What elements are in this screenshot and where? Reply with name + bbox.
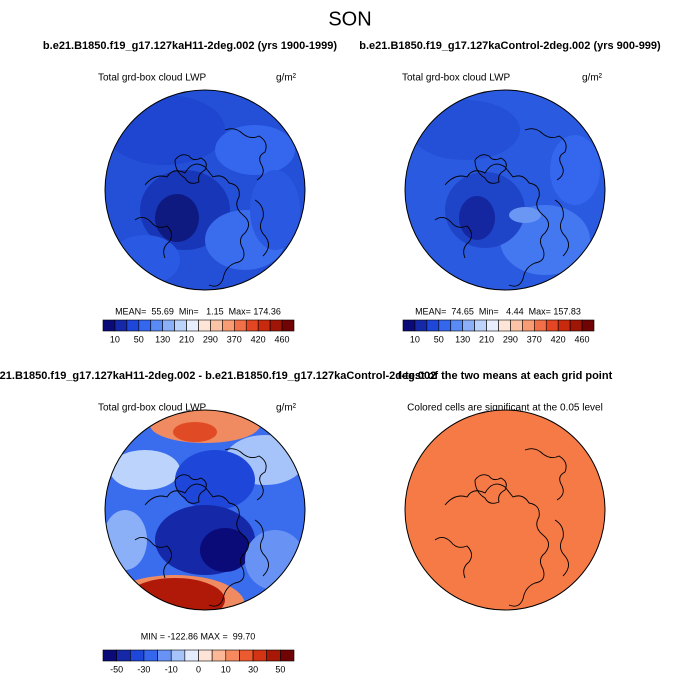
colorbar-box: [234, 319, 247, 332]
colorbar-box: [170, 649, 186, 662]
units: g/m²: [276, 403, 297, 414]
colorbar-box: [522, 319, 535, 332]
stats: MEAN= 74.65 Min= 4.44 Max= 157.83: [415, 306, 581, 316]
colorbar-label: 10: [110, 334, 120, 344]
colorbar-box: [474, 319, 487, 332]
colorbar-box: [557, 319, 571, 332]
colorbar-label: 0: [196, 664, 201, 674]
polar-map: [104, 89, 306, 291]
colorbar-box: [150, 319, 163, 332]
colorbar-label: 50: [275, 664, 285, 674]
colorbar-label: 130: [455, 334, 470, 344]
colorbar-box: [222, 319, 235, 332]
colorbar-box: [114, 319, 128, 332]
panel-subtitle: Colored cells are significant at the 0.0…: [407, 403, 603, 414]
colorbar-box: [162, 319, 175, 332]
colorbar-box: [239, 649, 254, 662]
colorbar-box: [174, 319, 187, 332]
panel-subtitle: Total grd-box cloud LWP: [402, 73, 511, 84]
colorbar-box: [157, 649, 172, 662]
colorbar-label: 420: [251, 334, 266, 344]
colorbar-box: [426, 319, 440, 332]
colorbar-label: 420: [551, 334, 566, 344]
colorbar-label: 130: [155, 334, 170, 344]
colorbar-label: 460: [275, 334, 290, 344]
colorbar-box: [414, 319, 428, 332]
colorbar-label: 460: [575, 334, 590, 344]
colorbar-label: 370: [227, 334, 242, 344]
colorbar-box: [211, 649, 227, 662]
colorbar-box: [438, 319, 452, 332]
colorbar-box: [102, 319, 116, 332]
figure-title: SON: [328, 8, 371, 30]
polar-map: [404, 409, 606, 611]
colorbar-box: [266, 649, 281, 662]
colorbar-box: [102, 649, 117, 662]
colorbar-label: -30: [137, 664, 150, 674]
colorbar-box: [269, 319, 283, 332]
panel-subtitle: Total grd-box cloud LWP: [98, 73, 207, 84]
stats: MIN = -122.86 MAX = 99.70: [141, 631, 256, 641]
colorbar-label: -50: [110, 664, 123, 674]
colorbar-box: [129, 649, 145, 662]
colorbar-box: [486, 319, 499, 332]
colorbar-label: 50: [434, 334, 444, 344]
panel-title: b.e21.B1850.f19_g17.127kaH11-2deg.002 - …: [0, 370, 436, 382]
stats: MEAN= 55.69 Min= 1.15 Max= 174.36: [115, 306, 281, 316]
colorbar-label: 370: [527, 334, 542, 344]
polar-map: [104, 409, 306, 611]
colorbar-box: [280, 649, 295, 662]
colorbar-label: 10: [410, 334, 420, 344]
panel-subtitle: Total grd-box cloud LWP: [98, 403, 207, 414]
colorbar-label: 210: [479, 334, 494, 344]
colorbar-box: [510, 319, 523, 332]
units: g/m²: [276, 73, 297, 84]
colorbar-box: [257, 319, 271, 332]
colorbar-box: [545, 319, 559, 332]
colorbar-box: [252, 649, 268, 662]
colorbar-box: [245, 319, 259, 332]
colorbar-box: [581, 319, 595, 332]
colorbar-box: [138, 319, 152, 332]
colorbar-label: -10: [165, 664, 178, 674]
panel-title: b.e21.B1850.f19_g17.127kaControl-2deg.00…: [359, 40, 661, 52]
colorbar-box: [210, 319, 223, 332]
polar-map: [404, 89, 606, 291]
colorbar-box: [143, 649, 158, 662]
colorbar-box: [198, 319, 211, 332]
colorbar-label: 50: [134, 334, 144, 344]
colorbar-box: [534, 319, 547, 332]
colorbar-box: [569, 319, 583, 332]
colorbar-box: [198, 649, 213, 662]
panel-title: t-test of the two means at each grid poi…: [398, 370, 613, 382]
colorbar-label: 30: [248, 664, 258, 674]
colorbar-box: [184, 649, 199, 662]
colorbar-label: 290: [503, 334, 518, 344]
colorbar-box: [281, 319, 295, 332]
colorbar-box: [126, 319, 140, 332]
colorbar-box: [462, 319, 475, 332]
colorbar-box: [402, 319, 416, 332]
colorbar-label: 10: [221, 664, 231, 674]
colorbar-box: [225, 649, 240, 662]
colorbar-box: [450, 319, 463, 332]
colorbars: 10 50 130 210 290 370 420 460 10 50 130 210 290 370 42…: [102, 319, 595, 674]
colorbar-label: 210: [179, 334, 194, 344]
colorbar-box: [116, 649, 131, 662]
units: g/m²: [582, 73, 603, 84]
colorbar-box: [186, 319, 199, 332]
colorbar-label: 290: [203, 334, 218, 344]
colorbar-box: [498, 319, 511, 332]
panel-title: b.e21.B1850.f19_g17.127kaH11-2deg.002 (y…: [43, 40, 337, 52]
